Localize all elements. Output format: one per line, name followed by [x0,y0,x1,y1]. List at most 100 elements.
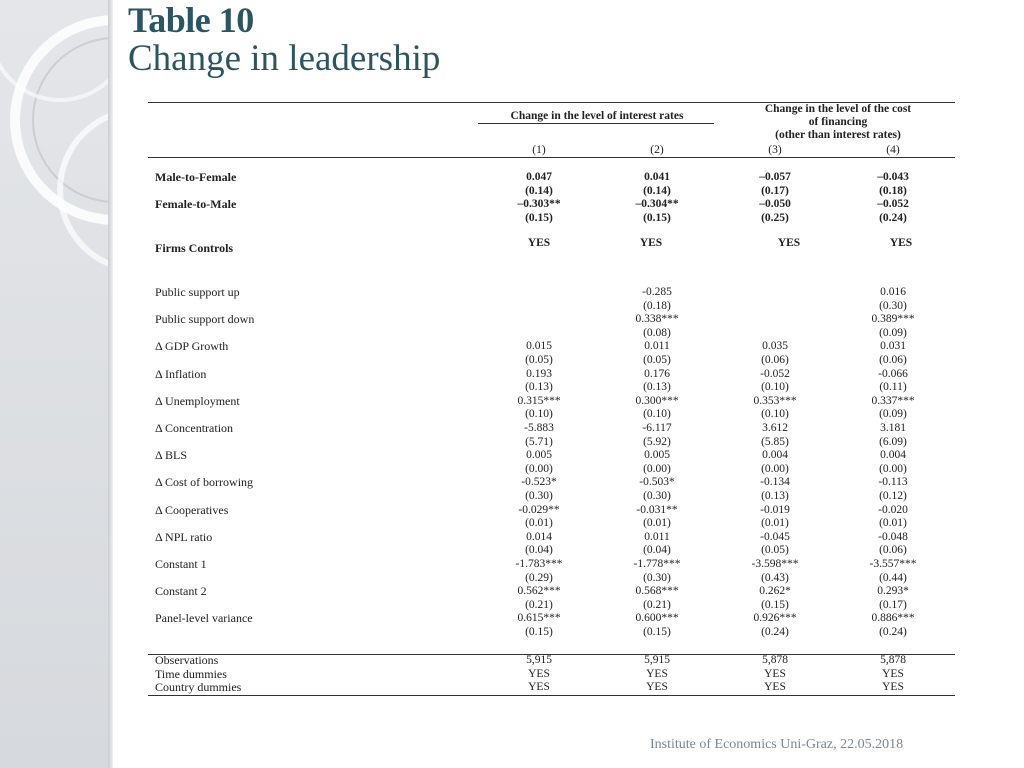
row-label: Panel-level variance [155,611,253,626]
table-cell: -0.113 [878,476,908,489]
table-cell: YES [527,237,551,249]
table-cell: (0.01) [761,517,789,530]
table-cell: (0.15) [525,626,553,638]
table-cell: (0.01) [525,517,553,530]
table-row: (0.30) (0.30) (0.13) (0.12) [148,490,955,504]
table-cell: 0.015 [526,340,552,353]
table-row: Δ Unemployment 0.315*** 0.300*** 0.353*** 0.… [148,393,955,409]
table-cell: YES [639,237,663,249]
table-cell: (0.10) [761,408,789,421]
table-cell: 0.568*** [635,585,679,598]
table-cell: -0.029** [518,503,560,516]
table-cell: -0.019 [760,503,790,516]
table-row: Δ GDP Growth 0.015 0.011 0.035 0.031 [148,340,955,354]
table-cell: YES [882,667,904,680]
table-cell: -0.134 [760,476,790,489]
table-cell: (0.21) [643,598,671,611]
table-cell: (0.30) [879,299,907,312]
table-cell: (0.13) [761,490,789,502]
table-row: Constant 1 -1.783*** -1.778*** -3.598*** -3.… [148,557,955,572]
table-cell: 0.886*** [871,612,915,625]
table-cell: (0.09) [879,408,907,421]
table-cell: 0.005 [644,449,670,462]
table-cell: (0.18) [643,299,671,312]
bottom-section-rule [148,654,955,655]
table-cell: (0.05) [643,354,671,366]
group-header-cost-financing: Change in the level of the cost of finan… [718,103,958,142]
table-cell: 0.016 [880,286,906,298]
table-cell: 0.600*** [635,612,679,625]
row-label: Δ Inflation [155,366,207,381]
table-row: (0.10) (0.10) (0.10) (0.09) [148,408,955,422]
row-label: Δ GDP Growth [155,339,229,354]
table-cell: YES [889,237,913,249]
table-cell: (0.06) [879,354,907,366]
table-row: Panel-level variance 0.615*** 0.600*** 0.92… [148,612,955,626]
table-cell: (0.13) [643,381,671,394]
table-cell: -0.066 [878,367,908,380]
row-label: Δ Cooperatives [155,502,229,517]
table-cell: (0.29) [525,571,553,584]
top-rule [148,102,955,103]
table-row: Country dummies YES YES YES YES [148,681,955,695]
table-cell: (0.00) [879,462,907,475]
table-row: (0.01) (0.01) (0.01) (0.01) [148,517,955,531]
table-row: Public support up -0.285 0.016 [148,285,955,300]
table-cell: –0.057 [759,171,791,183]
slide-title: Table 10 [128,0,254,40]
col-number: (3) [768,144,782,156]
col-number: (2) [650,144,664,156]
table-row: (0.15) (0.15) (0.24) (0.24) [148,626,955,640]
table-cell: (0.04) [643,544,671,557]
sidebar-decoration [0,0,113,768]
table-cell: -0.503* [639,476,675,489]
slide-subtitle: Change in leadership [128,38,441,79]
table-row: Δ BLS 0.005 0.005 0.004 0.004 [148,449,955,463]
table-cell: 0.193 [526,367,552,380]
table-cell: (5.92) [643,435,671,448]
table-cell: (0.04) [525,544,553,557]
group-header-line: (other than interest rates) [775,129,901,141]
table-row: (0.00) (0.00) (0.00) (0.00) [148,463,955,477]
table-cell: 5,878 [880,654,906,666]
table-cell: -5.883 [524,422,554,434]
table-row: (0.05) (0.05) (0.06) (0.06) [148,354,955,368]
table-row: Public support down 0.338*** 0.389*** [148,313,955,327]
table-row: Δ Cost of borrowing -0.523* -0.503* -0.134 -… [148,476,955,490]
table-cell: –0.043 [877,171,909,183]
row-label: Observations [155,653,219,667]
table-cell: 0.004 [880,449,906,462]
table-cell: 0.035 [762,340,788,353]
table-cell: 0.615*** [517,612,561,625]
table-cell: (0.30) [525,490,553,502]
table-cell: –0.304** [635,198,679,211]
table-cell: (0.15) [761,598,789,611]
table-cell: YES [528,667,550,680]
table-cell: (0.15) [643,211,671,224]
table-row: Time dummies YES YES YES YES [148,667,955,682]
table-cell: 0.293* [877,585,909,598]
row-label: Δ Unemployment [155,393,240,408]
table-row: Δ Concentration -5.883 -6.117 3.612 3.181 [148,421,955,436]
table-cell: YES [646,681,668,694]
table-cell: (0.30) [643,571,671,584]
table-cell: (0.10) [643,408,671,421]
table-cell: YES [764,667,786,680]
table-cell: 0.389*** [871,313,915,326]
table-row: (0.21) (0.21) (0.15) (0.17) [148,599,955,613]
row-label: Δ NPL ratio [155,529,213,544]
table-cell: 0.338*** [635,313,679,326]
table-cell: 0.014 [526,530,552,543]
table-row: Δ Cooperatives -0.029** -0.031** -0.019 -0.0… [148,502,955,518]
footer-credit: Institute of Economics Uni-Graz, 22.05.2… [650,737,904,752]
table-cell: 0.011 [644,340,670,353]
table-cell: 0.300*** [635,394,679,407]
table-cell: -3.598*** [751,558,799,570]
header-rule [148,157,955,158]
table-cell: (0.00) [761,462,789,475]
table-row: Observations 5,915 5,915 5,878 5,878 [148,653,955,668]
table-cell: (0.24) [879,211,907,224]
table-row: (0.18) (0.30) [148,300,955,314]
table-cell: -0.045 [760,530,790,543]
table-cell: 0.315*** [517,394,561,407]
